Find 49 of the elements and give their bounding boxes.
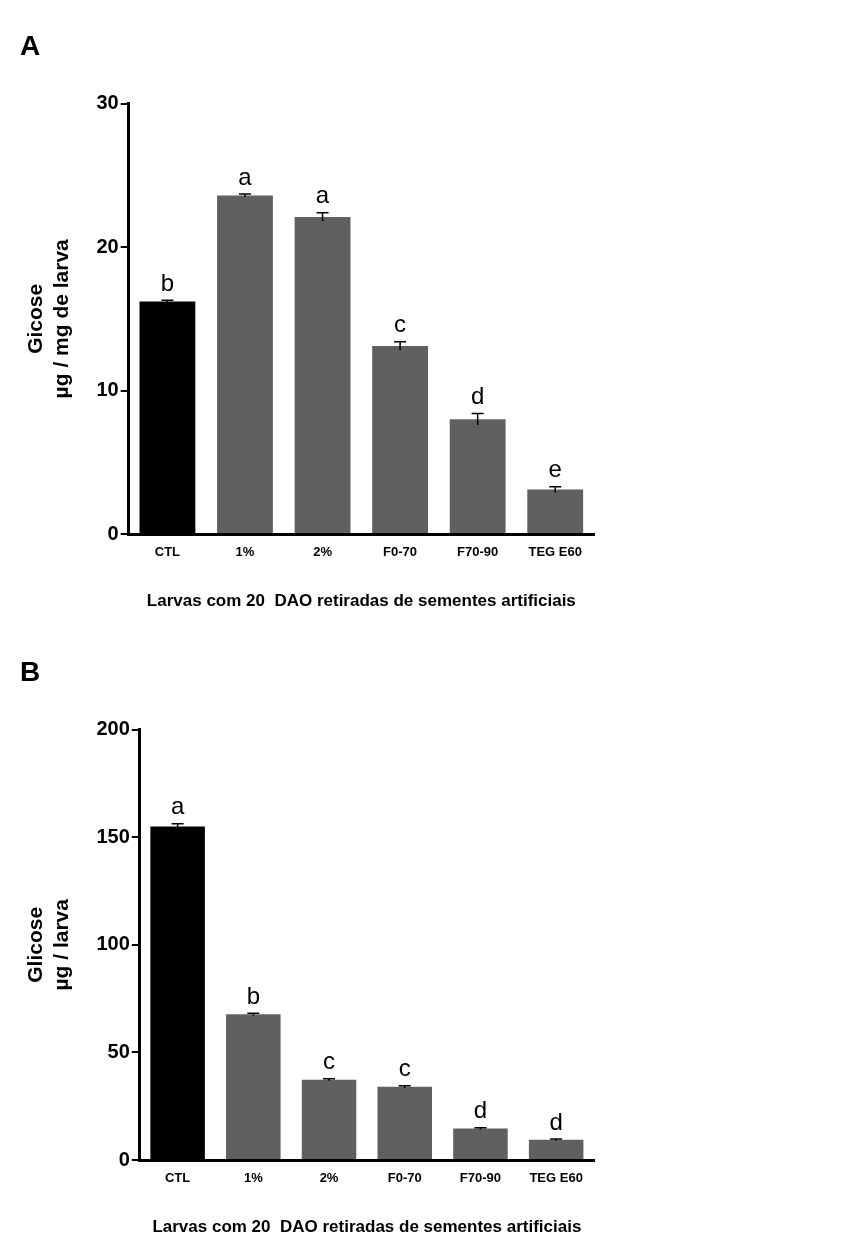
x-tick-label: F0-70 — [387, 1170, 422, 1186]
y-tick-label: 0 — [118, 1147, 130, 1170]
bar — [449, 419, 506, 533]
chart-title: B — [20, 655, 41, 687]
chart-title: A — [20, 29, 41, 61]
y-tick-label: 100 — [96, 932, 130, 955]
bar — [301, 1079, 357, 1159]
x-tick-label: TEG E60 — [528, 544, 582, 560]
annotation: d — [470, 382, 485, 410]
bar — [294, 216, 351, 533]
annotation: b — [160, 268, 175, 296]
bar — [377, 1086, 432, 1159]
x-tick-label: 1% — [235, 544, 255, 560]
annotation: e — [548, 455, 562, 483]
y-tick-label: 150 — [96, 824, 130, 847]
y-tick-label: 200 — [96, 717, 130, 740]
y-axis-title: Gicose µg / mg de larva — [23, 238, 72, 399]
annotation: c — [398, 1054, 411, 1082]
y-tick-label: 0 — [107, 521, 119, 544]
annotation: d — [473, 1096, 488, 1124]
x-tick-label: CTL — [154, 544, 181, 560]
annotation: b — [246, 981, 261, 1009]
x-tick-label: 1% — [243, 1170, 264, 1186]
annotation: a — [170, 792, 185, 820]
annotation: a — [238, 162, 253, 190]
bar — [226, 1014, 281, 1159]
annotation: c — [394, 310, 407, 338]
x-tick-label: CTL — [164, 1170, 191, 1186]
annotation: a — [315, 181, 330, 209]
x-tick-label: F0-70 — [383, 544, 418, 560]
annotation: c — [323, 1047, 336, 1075]
y-tick-label: 30 — [96, 91, 119, 114]
y-tick-label: 10 — [96, 378, 119, 401]
y-axis-title: Glicose µg / larva — [23, 898, 72, 991]
bar — [453, 1128, 508, 1159]
x-axis-title: Larvas com 20 DAO retiradas de sementes artificiais — [146, 591, 576, 611]
bar — [217, 195, 273, 533]
x-axis-title: Larvas com 20 DAO retiradas de sementes artificiais — [152, 1217, 582, 1237]
annotation: d — [549, 1107, 563, 1135]
bar — [372, 346, 429, 533]
y-tick-label: 20 — [96, 234, 119, 257]
x-tick-label: TEG E60 — [529, 1170, 583, 1186]
x-tick-label: 2% — [313, 544, 333, 560]
x-tick-label: 2% — [319, 1170, 339, 1186]
x-tick-label: F70-90 — [457, 544, 499, 560]
bar — [527, 489, 584, 533]
bar — [528, 1139, 584, 1159]
y-tick-label: 50 — [107, 1039, 130, 1062]
x-tick-label: F70-90 — [459, 1170, 502, 1186]
